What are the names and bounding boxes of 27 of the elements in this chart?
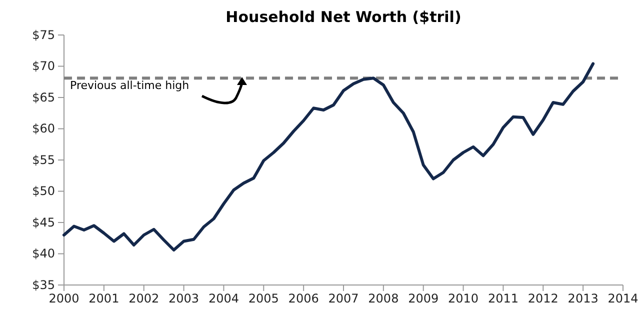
x-tick-label: 2007 (328, 292, 359, 306)
y-tick-label: $50 (32, 184, 55, 198)
chart-title: Household Net Worth ($tril) (226, 8, 462, 26)
annotation: Previous all-time high (70, 79, 190, 92)
x-tick-label: 2004 (208, 292, 239, 306)
y-tick-label: $55 (32, 152, 55, 167)
y-tick-label: $65 (32, 90, 55, 104)
x-tick-label: 2013 (568, 292, 598, 306)
x-tick-label: 2005 (248, 292, 279, 306)
x-tick-label: 2011 (488, 292, 518, 306)
x-tick-label: 2009 (408, 292, 439, 306)
y-tick-label: $35 (32, 278, 55, 292)
x-tick-label: 2002 (128, 292, 160, 306)
x-tick-label: 2001 (88, 292, 120, 306)
x-tick-label: 2010 (448, 292, 479, 306)
y-tick-label: $40 (32, 246, 55, 261)
x-tick-label: 2014 (608, 292, 638, 306)
x-tick-label: 2008 (368, 292, 399, 306)
line-series (62, 62, 595, 252)
x-tick-label: 2003 (168, 292, 200, 306)
y-tick-label: $45 (32, 215, 55, 230)
y-tick-label: $60 (32, 122, 55, 136)
x-tick-label: 2006 (288, 292, 319, 306)
x-tick-label: 2000 (48, 292, 80, 306)
y-tick-label: $75 (32, 28, 55, 42)
x-tick-label: 2012 (528, 292, 558, 306)
y-tick-label: $70 (32, 59, 55, 74)
